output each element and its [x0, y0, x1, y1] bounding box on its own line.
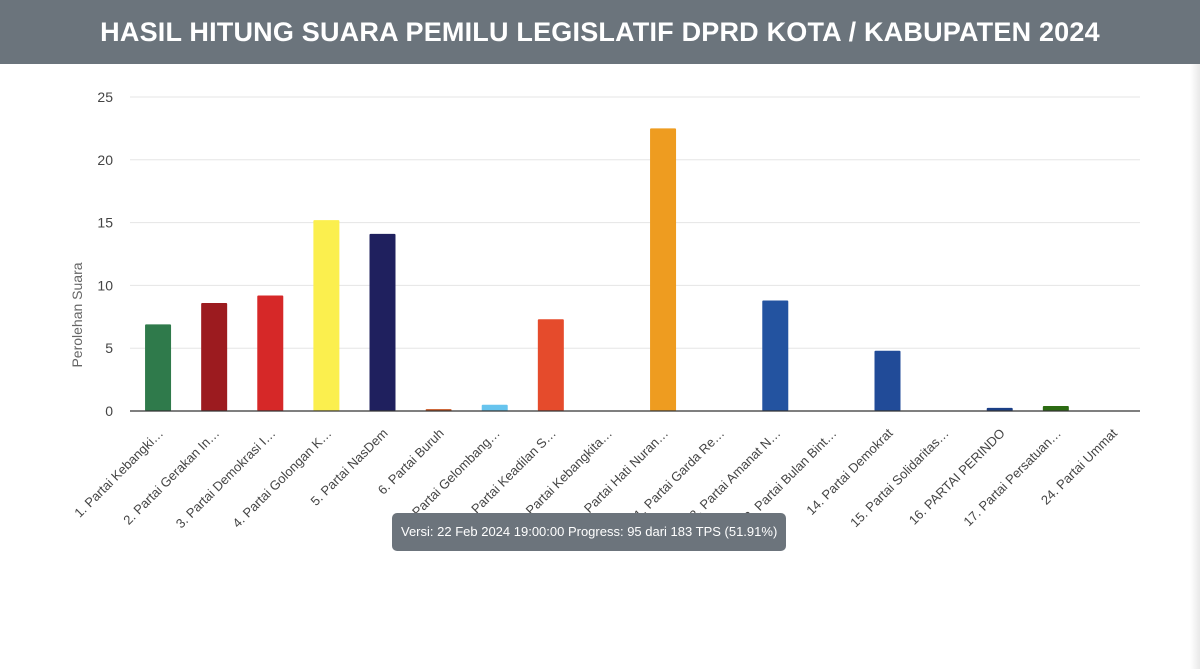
x-tick-label: 3. Partai Demokrasi I… [173, 426, 279, 532]
bars [145, 128, 1069, 411]
y-tick-label: 0 [105, 403, 113, 419]
bar[interactable] [1042, 405, 1069, 411]
bar[interactable] [650, 128, 677, 411]
bar[interactable] [201, 302, 228, 411]
y-axis-label: Perolehan Suara [69, 262, 85, 367]
bar[interactable] [986, 407, 1013, 411]
page-title: HASIL HITUNG SUARA PEMILU LEGISLATIF DPR… [100, 16, 1100, 47]
y-tick-label: 5 [105, 340, 113, 356]
bar[interactable] [762, 300, 789, 411]
gridlines [130, 96, 1140, 349]
x-tick-label: 4. Partai Golongan K… [229, 426, 334, 531]
x-tick-label: 15. Partai Solidaritas… [847, 426, 952, 531]
page-header: HASIL HITUNG SUARA PEMILU LEGISLATIF DPR… [0, 0, 1200, 64]
bar[interactable] [481, 404, 508, 411]
bar[interactable] [537, 319, 564, 411]
bar[interactable] [874, 350, 901, 411]
bar[interactable] [257, 295, 284, 411]
x-tick-label: 17. Partai Persatuan… [960, 426, 1064, 530]
y-axis-ticks: 0 5 10 15 20 25 [97, 89, 113, 419]
progress-tooltip: Versi: 22 Feb 2024 19:00:00 Progress: 95… [392, 513, 787, 551]
bar[interactable] [369, 233, 396, 411]
y-tick-label: 20 [97, 152, 113, 168]
x-tick-label: 16. PARTAI PERINDO [906, 426, 1008, 528]
bar[interactable] [145, 324, 172, 411]
x-tick-label: 8. Partai Keadilan S… [458, 426, 559, 527]
y-tick-label: 25 [97, 89, 113, 105]
y-tick-label: 15 [97, 215, 113, 231]
y-tick-label: 10 [97, 277, 113, 293]
bar[interactable] [313, 220, 340, 411]
x-tick-label: 11. Partai Garda Re… [626, 426, 727, 527]
x-tick-label: 2. Partai Gerakan In… [120, 426, 222, 528]
scroll-edge [1190, 64, 1200, 669]
